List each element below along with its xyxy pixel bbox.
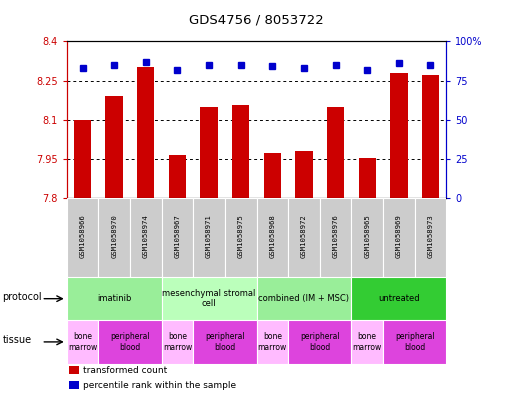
Text: bone
marrow: bone marrow (352, 332, 382, 352)
Bar (256, 320, 288, 364)
Bar (98, 320, 162, 364)
Bar (351, 320, 383, 364)
Text: GSM1058974: GSM1058974 (143, 214, 149, 258)
Text: GSM1058967: GSM1058967 (174, 214, 181, 258)
Bar (415, 198, 446, 277)
Text: GSM1058971: GSM1058971 (206, 214, 212, 258)
Bar (225, 198, 256, 277)
Bar (67, 320, 98, 364)
Text: tissue: tissue (3, 335, 32, 345)
Bar (137, 68, 154, 198)
Text: peripheral
blood: peripheral blood (395, 332, 435, 352)
Bar (74, 120, 91, 198)
Bar (232, 105, 249, 198)
Bar (383, 320, 446, 364)
Text: bone
marrow: bone marrow (258, 332, 287, 352)
Text: bone
marrow: bone marrow (163, 332, 192, 352)
Bar (288, 198, 320, 277)
Bar (130, 198, 162, 277)
Text: untreated: untreated (378, 294, 420, 303)
Text: mesenchymal stromal
cell: mesenchymal stromal cell (162, 289, 256, 309)
Bar (201, 107, 218, 198)
Bar (351, 277, 446, 320)
Text: GSM1058969: GSM1058969 (396, 214, 402, 258)
Text: protocol: protocol (3, 292, 42, 301)
Bar (320, 198, 351, 277)
Bar (162, 320, 193, 364)
Bar (193, 320, 256, 364)
Bar (351, 198, 383, 277)
Bar (256, 198, 288, 277)
Text: GSM1058976: GSM1058976 (332, 214, 339, 258)
Text: GSM1058968: GSM1058968 (269, 214, 275, 258)
Bar (327, 107, 344, 198)
Text: GSM1058975: GSM1058975 (238, 214, 244, 258)
Bar (390, 73, 407, 198)
Text: imatinib: imatinib (97, 294, 131, 303)
Bar (422, 75, 439, 198)
Text: GSM1058965: GSM1058965 (364, 214, 370, 258)
Bar (193, 198, 225, 277)
Bar (162, 198, 193, 277)
Bar (69, 366, 78, 374)
Text: percentile rank within the sample: percentile rank within the sample (83, 381, 236, 390)
Text: peripheral
blood: peripheral blood (300, 332, 340, 352)
Bar (67, 198, 98, 277)
Bar (359, 158, 376, 198)
Text: GSM1058970: GSM1058970 (111, 214, 117, 258)
Text: GSM1058966: GSM1058966 (80, 214, 86, 258)
Bar (106, 96, 123, 198)
Text: peripheral
blood: peripheral blood (205, 332, 245, 352)
Text: GDS4756 / 8053722: GDS4756 / 8053722 (189, 14, 324, 27)
Text: bone
marrow: bone marrow (68, 332, 97, 352)
Text: peripheral
blood: peripheral blood (110, 332, 150, 352)
Text: combined (IM + MSC): combined (IM + MSC) (259, 294, 349, 303)
Bar (169, 155, 186, 198)
Bar (69, 381, 78, 389)
Text: GSM1058973: GSM1058973 (427, 214, 433, 258)
Bar (295, 151, 312, 198)
Bar (264, 152, 281, 198)
Bar (162, 277, 256, 320)
Bar (288, 320, 351, 364)
Text: transformed count: transformed count (83, 365, 167, 375)
Bar (98, 198, 130, 277)
Text: GSM1058972: GSM1058972 (301, 214, 307, 258)
Bar (67, 277, 162, 320)
Bar (256, 277, 351, 320)
Bar (383, 198, 415, 277)
